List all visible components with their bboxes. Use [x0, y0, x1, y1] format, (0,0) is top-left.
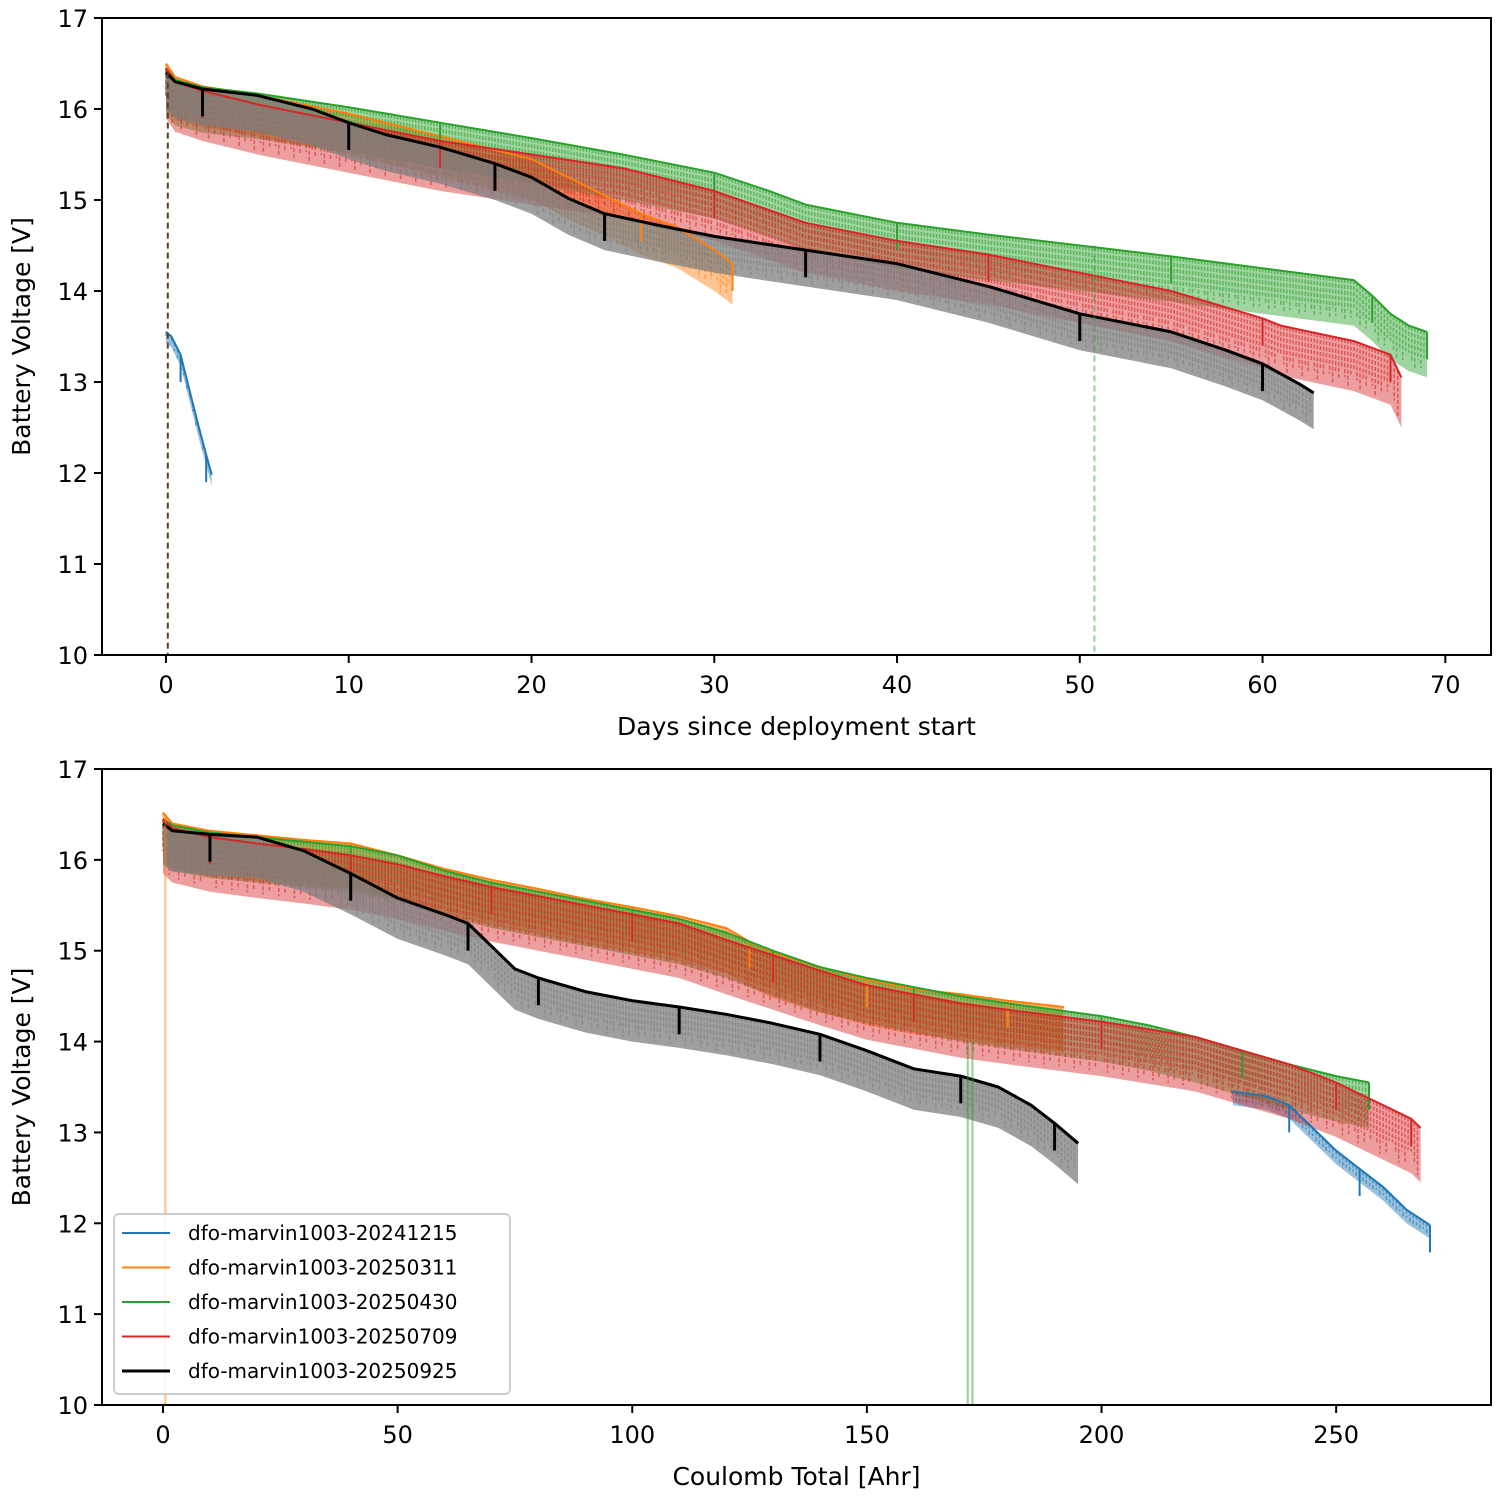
series-line-dfo-marvin1003-20241215	[1232, 1090, 1431, 1226]
legend-box	[113, 1213, 511, 1395]
x-tick-label: 0	[158, 671, 173, 699]
y-tick-label: 15	[57, 938, 88, 966]
x-tick-label: 250	[1313, 1421, 1359, 1449]
legend-label: dfo-marvin1003-20250430	[188, 1290, 458, 1314]
y-axis-label: Battery Voltage [V]	[7, 217, 36, 456]
chart-panel-2: 0 50 100 150 200 250 10 11 12 13 14 15 16 17 Coulomb T…	[7, 756, 1492, 1491]
x-tick-label: 20	[516, 671, 547, 699]
legend-label: dfo-marvin1003-20250311	[188, 1256, 458, 1280]
series-band-dfo-marvin1003-20250925	[166, 72, 1314, 430]
series-line-dfo-marvin1003-20241215	[165, 331, 213, 476]
y-tick-label: 10	[57, 1392, 88, 1420]
plot-area	[162, 811, 1431, 1405]
axes-frame	[101, 768, 1492, 1406]
x-tick-label: 200	[1079, 1421, 1125, 1449]
x-tick-label: 30	[699, 671, 730, 699]
series-noise-dfo-marvin1003-20250925	[162, 823, 1076, 1172]
axes-frame	[101, 17, 1492, 656]
y-axis-label: Battery Voltage [V]	[7, 968, 36, 1207]
y-tick-label: 14	[57, 1029, 88, 1057]
x-tick-label: 50	[382, 1421, 413, 1449]
y-tick-label: 17	[57, 5, 88, 33]
y-tick-label: 11	[57, 1301, 88, 1329]
x-axis-label: Days since deployment start	[617, 712, 976, 741]
series-line-dfo-marvin1003-20250709	[165, 67, 1403, 378]
y-tick-label: 14	[57, 278, 88, 306]
x-tick-label: 100	[609, 1421, 655, 1449]
series-band-dfo-marvin1003-20241215	[166, 331, 212, 486]
x-tick-label: 70	[1430, 671, 1461, 699]
y-tick-label: 17	[57, 756, 88, 784]
x-tick-label: 0	[155, 1421, 170, 1449]
plot-area	[164, 62, 1429, 655]
x-tick-label: 50	[1065, 671, 1096, 699]
y-tick-label: 16	[57, 847, 88, 875]
legend-label: dfo-marvin1003-20250709	[188, 1325, 458, 1349]
y-tick-label: 15	[57, 187, 88, 215]
series-band-dfo-marvin1003-20250430	[163, 819, 1369, 1128]
legend-label: dfo-marvin1003-20250925	[188, 1359, 458, 1383]
series-line-dfo-marvin1003-20250430	[165, 67, 1428, 333]
y-tick-label: 12	[57, 460, 88, 488]
series-line-dfo-marvin1003-20250709	[162, 818, 1422, 1129]
y-tick-label: 11	[57, 551, 88, 579]
x-tick-label: 150	[844, 1421, 890, 1449]
chart-panel-1: 0 10 20 30 40 50 60 70 10 11 12 13 14 15 16 17 Days sinc…	[7, 5, 1492, 741]
x-tick-label: 60	[1247, 671, 1278, 699]
legend: dfo-marvin1003-20241215 dfo-marvin1003-20…	[113, 1213, 511, 1395]
y-tick-label: 16	[57, 96, 88, 124]
x-tick-label: 40	[882, 671, 913, 699]
series-noise-dfo-marvin1003-20250925	[165, 72, 1311, 422]
y-tick-label: 13	[57, 369, 88, 397]
series-band-dfo-marvin1003-20241215	[1232, 1091, 1430, 1239]
x-tick-label: 10	[333, 671, 364, 699]
legend-label: dfo-marvin1003-20241215	[188, 1221, 458, 1245]
x-axis-label: Coulomb Total [Ahr]	[672, 1462, 920, 1491]
y-tick-label: 10	[57, 642, 88, 670]
y-tick-label: 13	[57, 1119, 88, 1147]
series-line-dfo-marvin1003-20250311	[162, 811, 1065, 1008]
y-tick-label: 12	[57, 1210, 88, 1238]
series-line-dfo-marvin1003-20250430	[162, 818, 1370, 1084]
